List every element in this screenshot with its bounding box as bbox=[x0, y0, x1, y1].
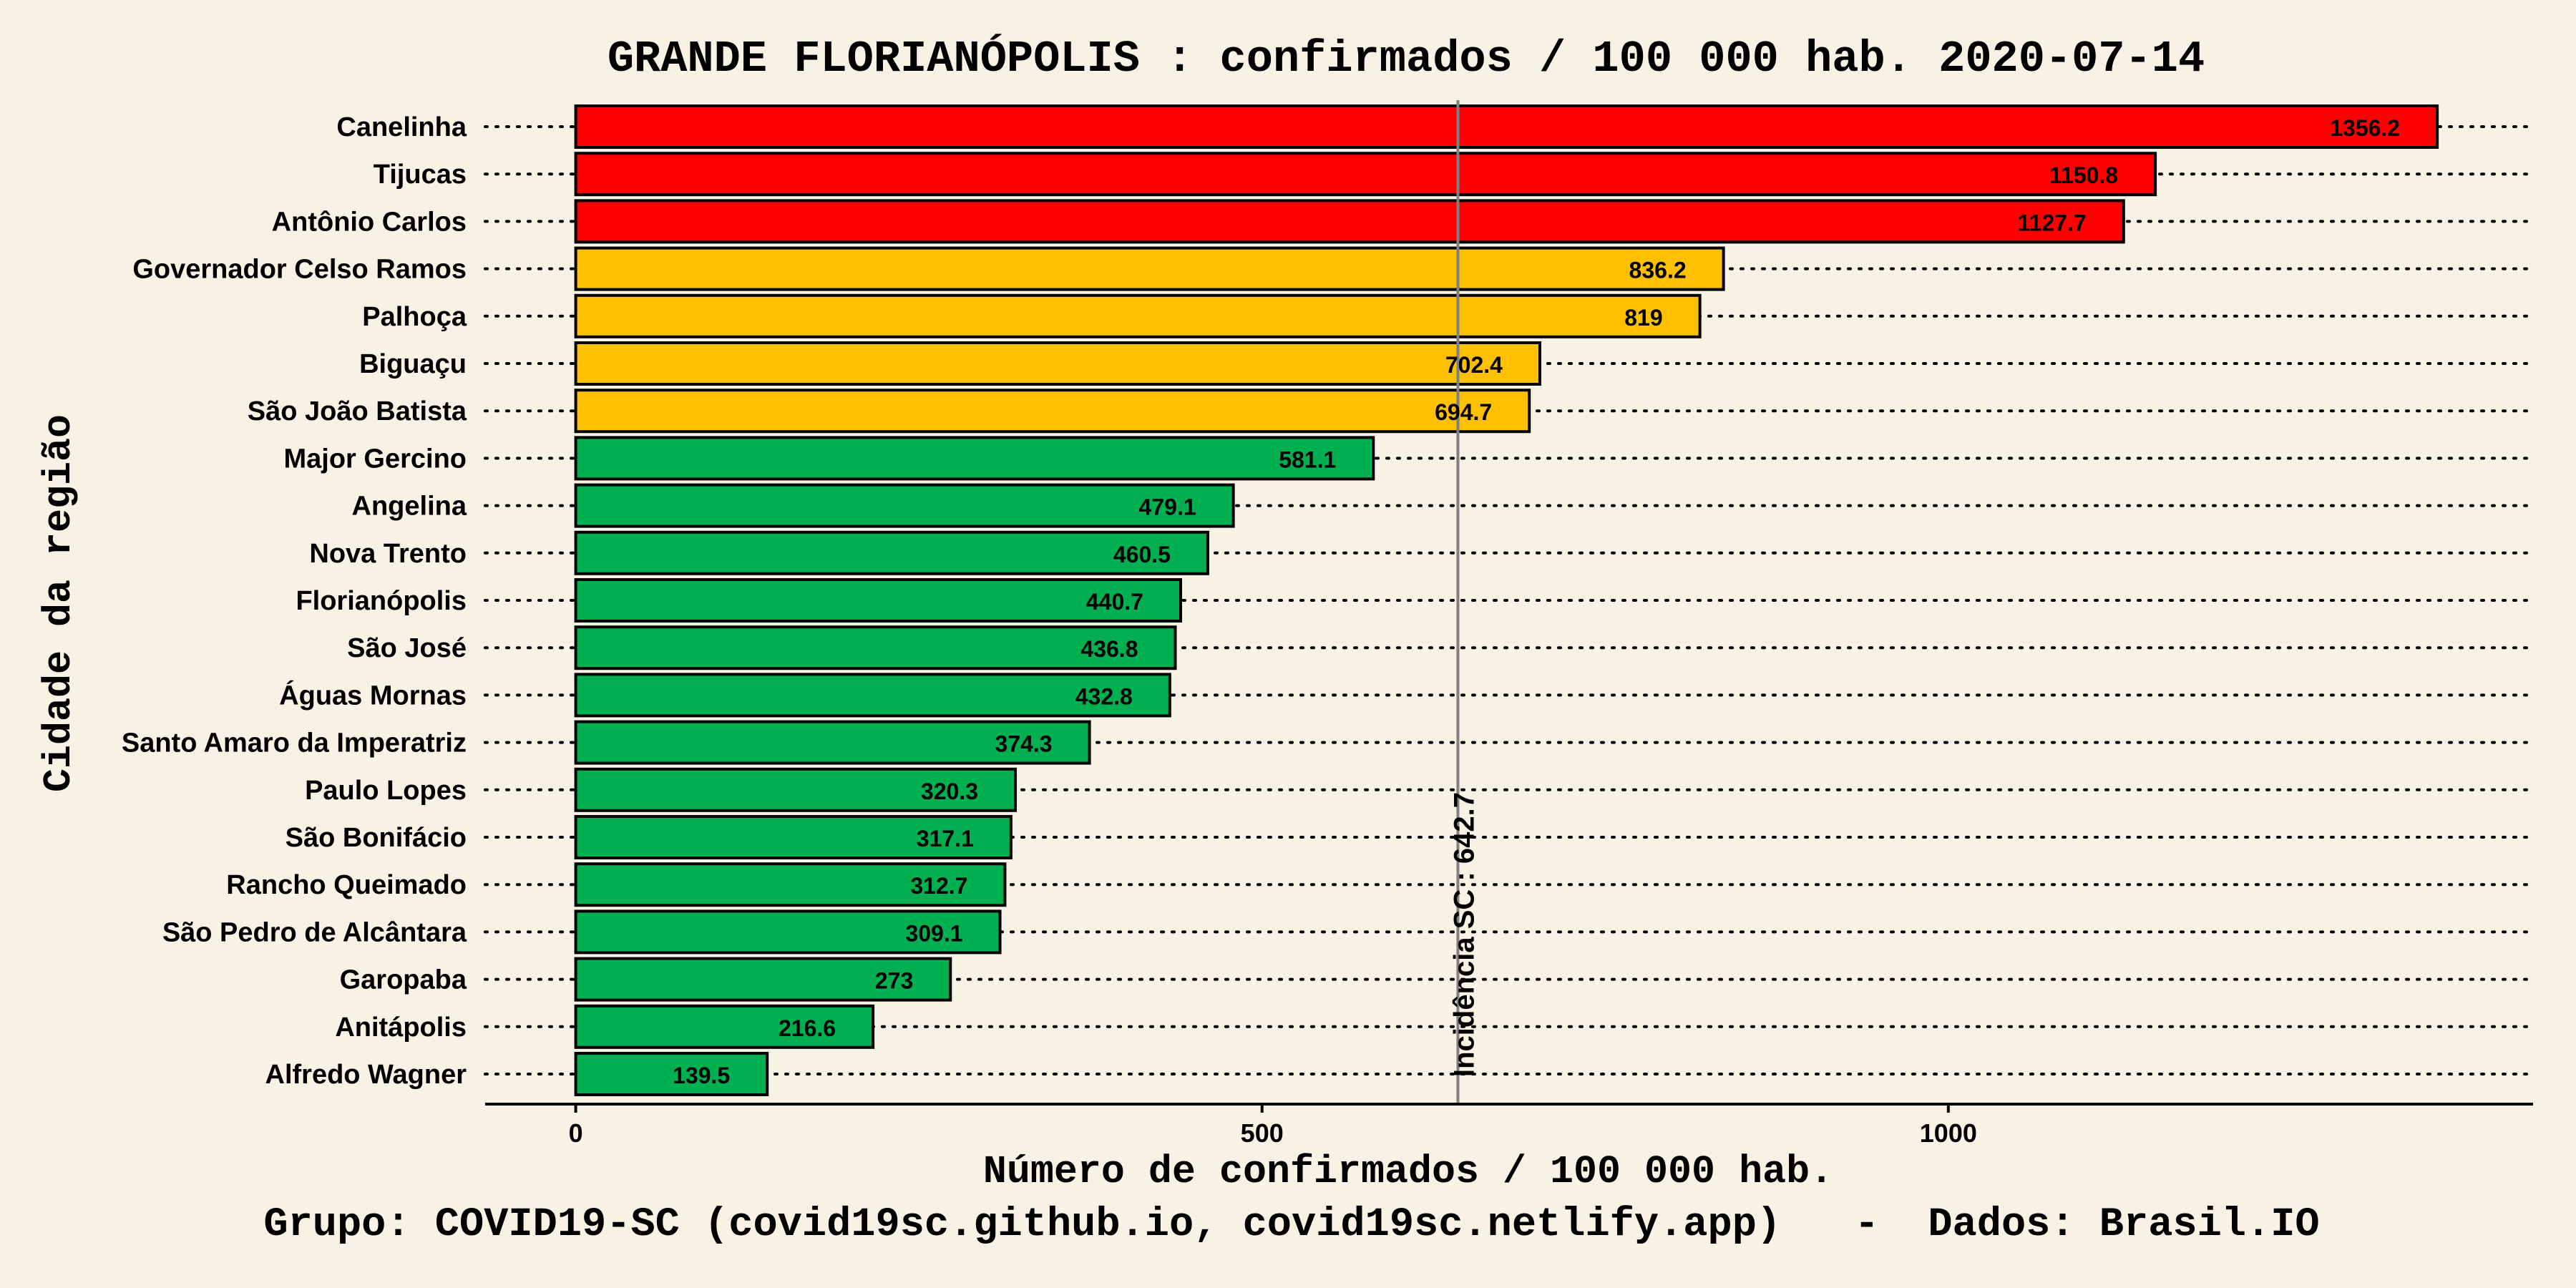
category-label: São Pedro de Alcântara bbox=[162, 917, 467, 947]
value-label: 694.7 bbox=[1435, 399, 1492, 425]
x-tick-label: 1000 bbox=[1920, 1118, 1977, 1148]
category-label: São José bbox=[347, 633, 467, 663]
reference-line-label: Incidência SC : 642.7 bbox=[1448, 792, 1480, 1077]
category-label: Governador Celso Ramos bbox=[132, 255, 467, 285]
bar bbox=[574, 389, 1531, 434]
bar bbox=[574, 1004, 875, 1049]
category-label: Canelinha bbox=[336, 112, 467, 142]
value-label: 432.8 bbox=[1075, 683, 1133, 709]
category-label: Garopaba bbox=[340, 965, 467, 995]
bar bbox=[574, 909, 1002, 955]
category-label: São Bonifácio bbox=[286, 823, 467, 853]
category-label: Antônio Carlos bbox=[272, 207, 467, 237]
chart-title: GRANDE FLORIANÓPOLIS : confirmados / 100… bbox=[608, 34, 2205, 84]
bar bbox=[574, 625, 1177, 670]
value-label: 320.3 bbox=[921, 779, 978, 804]
bar bbox=[574, 957, 952, 1002]
value-label: 317.1 bbox=[917, 826, 974, 852]
value-label: 273 bbox=[875, 968, 913, 994]
category-labels: Canelinha Tijucas Antônio Carlos Governador… bbox=[122, 112, 467, 1090]
category-label: Tijucas bbox=[374, 160, 467, 190]
bar bbox=[574, 341, 1541, 386]
bar bbox=[574, 1052, 769, 1096]
bar bbox=[574, 530, 1209, 575]
category-label: Nova Trento bbox=[309, 539, 467, 569]
value-label: 216.6 bbox=[779, 1015, 836, 1041]
x-axis-label: Número de confirmados / 100 000 hab. bbox=[983, 1149, 1833, 1194]
value-label: 702.4 bbox=[1445, 352, 1503, 378]
x-tick-label: 0 bbox=[569, 1118, 583, 1148]
value-label: 1356.2 bbox=[2330, 115, 2400, 141]
category-label: Paulo Lopes bbox=[305, 776, 467, 806]
value-label: 440.7 bbox=[1086, 589, 1143, 615]
y-axis-label: Cidade da região bbox=[36, 414, 82, 792]
value-label: 1150.8 bbox=[2049, 162, 2118, 188]
value-label: 1127.7 bbox=[2018, 210, 2087, 235]
bar bbox=[574, 578, 1182, 623]
category-label: Santo Amaro da Imperatriz bbox=[122, 728, 467, 758]
bar bbox=[574, 862, 1007, 907]
value-label: 374.3 bbox=[995, 731, 1053, 757]
bar bbox=[574, 436, 1375, 481]
value-label: 836.2 bbox=[1629, 258, 1687, 283]
x-tick-label: 500 bbox=[1241, 1118, 1284, 1148]
bar bbox=[574, 673, 1171, 718]
category-label: Biguaçu bbox=[359, 349, 467, 379]
guide-lines bbox=[484, 125, 2534, 1075]
value-label: 479.1 bbox=[1139, 494, 1196, 520]
chart-caption: Grupo: COVID19-SC (covid19sc.github.io, … bbox=[263, 1202, 2319, 1248]
value-label: 139.5 bbox=[673, 1063, 730, 1088]
category-label: São João Batista bbox=[248, 396, 467, 426]
bar bbox=[574, 199, 2125, 244]
bar bbox=[574, 152, 2157, 197]
bar bbox=[574, 246, 1725, 291]
value-label: 581.1 bbox=[1279, 447, 1336, 472]
bar bbox=[574, 483, 1235, 528]
value-label: 309.1 bbox=[905, 920, 962, 946]
bars bbox=[574, 104, 2439, 1096]
bar bbox=[574, 767, 1018, 812]
bar bbox=[574, 293, 1702, 338]
category-label: Major Gercino bbox=[284, 444, 467, 474]
value-label: 819 bbox=[1624, 305, 1662, 331]
category-label: Anitápolis bbox=[335, 1013, 467, 1043]
bar bbox=[574, 815, 1013, 859]
x-axis: 0 500 1000 bbox=[485, 1103, 2533, 1148]
bar bbox=[574, 720, 1091, 765]
category-label: Florianópolis bbox=[296, 586, 467, 616]
value-label: 436.8 bbox=[1080, 636, 1138, 662]
category-label: Rancho Queimado bbox=[226, 870, 467, 900]
bar bbox=[574, 104, 2439, 149]
value-labels: 1356.2 1150.8 1127.7 836.2 819 702.4 694.7 581.… bbox=[673, 115, 2400, 1088]
category-label: Angelina bbox=[352, 492, 467, 522]
category-label: Águas Mornas bbox=[279, 679, 467, 711]
value-label: 460.5 bbox=[1113, 542, 1171, 567]
reference-line-group: Incidência SC : 642.7 bbox=[1448, 100, 1480, 1104]
value-label: 312.7 bbox=[910, 873, 967, 899]
category-label: Palhoça bbox=[362, 302, 467, 332]
category-label: Alfredo Wagner bbox=[265, 1060, 467, 1090]
